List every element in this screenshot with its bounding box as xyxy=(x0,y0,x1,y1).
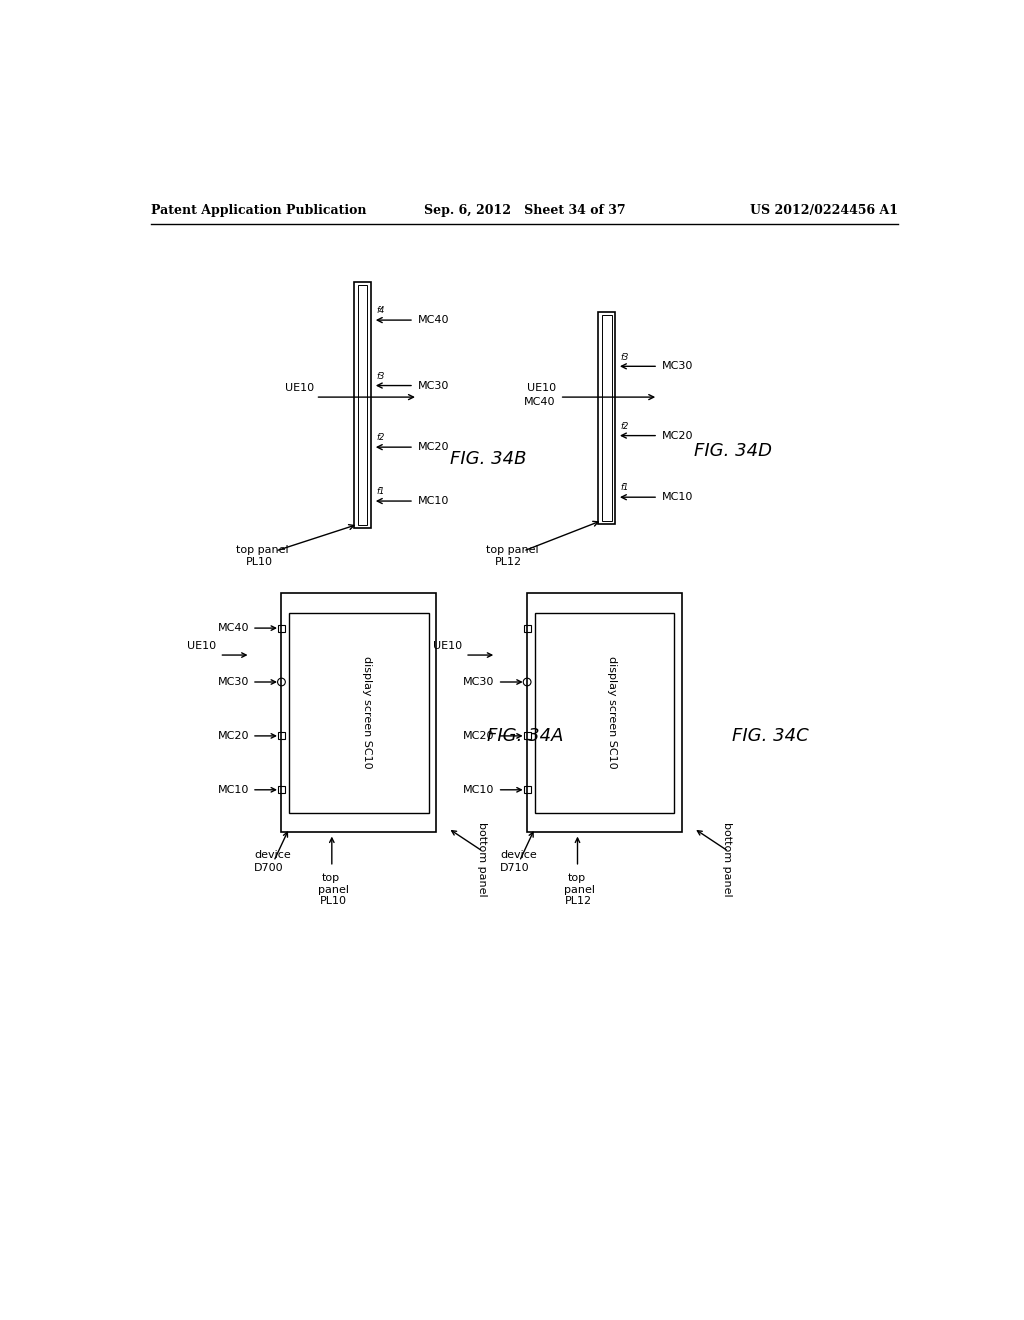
Text: MC30: MC30 xyxy=(217,677,249,686)
Text: PL12: PL12 xyxy=(565,896,592,907)
Text: top: top xyxy=(322,874,340,883)
Bar xyxy=(523,733,530,739)
Text: PL10: PL10 xyxy=(246,557,272,566)
Text: f3: f3 xyxy=(376,372,384,380)
Text: MC10: MC10 xyxy=(217,785,249,795)
Text: panel: panel xyxy=(317,884,349,895)
Text: bottom panel: bottom panel xyxy=(477,822,486,896)
Text: Patent Application Publication: Patent Application Publication xyxy=(152,205,367,218)
Text: f3: f3 xyxy=(621,352,629,362)
Text: device: device xyxy=(500,850,537,861)
Bar xyxy=(278,733,285,739)
Text: UE10: UE10 xyxy=(433,640,462,651)
Bar xyxy=(602,315,611,521)
Text: FIG. 34C: FIG. 34C xyxy=(732,727,809,744)
Text: top: top xyxy=(567,874,586,883)
Text: MC30: MC30 xyxy=(418,380,450,391)
Text: f1: f1 xyxy=(376,487,384,496)
Text: f2: f2 xyxy=(376,433,384,442)
Text: display screen SC10: display screen SC10 xyxy=(361,656,372,770)
Bar xyxy=(289,612,429,813)
Text: f2: f2 xyxy=(621,422,629,430)
Text: D710: D710 xyxy=(500,862,529,873)
Text: MC30: MC30 xyxy=(463,677,495,686)
Text: FIG. 34A: FIG. 34A xyxy=(486,727,563,744)
Text: D700: D700 xyxy=(254,862,284,873)
Text: f4: f4 xyxy=(376,306,384,315)
Text: MC20: MC20 xyxy=(418,442,450,453)
Text: US 2012/0224456 A1: US 2012/0224456 A1 xyxy=(751,205,898,218)
Text: bottom panel: bottom panel xyxy=(722,822,732,896)
Bar xyxy=(354,281,372,528)
Text: FIG. 34D: FIG. 34D xyxy=(693,442,772,459)
Text: top panel: top panel xyxy=(237,545,289,554)
Bar xyxy=(278,787,285,793)
Text: MC10: MC10 xyxy=(662,492,693,502)
Bar xyxy=(527,594,682,832)
Text: PL12: PL12 xyxy=(496,557,522,566)
Text: MC40: MC40 xyxy=(217,623,249,634)
Bar xyxy=(523,624,530,631)
Text: MC20: MC20 xyxy=(662,430,693,441)
Bar xyxy=(523,787,530,793)
Text: Sep. 6, 2012   Sheet 34 of 37: Sep. 6, 2012 Sheet 34 of 37 xyxy=(424,205,626,218)
Text: top panel: top panel xyxy=(486,545,539,554)
Text: FIG. 34B: FIG. 34B xyxy=(450,450,526,467)
Text: MC40: MC40 xyxy=(418,315,450,325)
Text: MC20: MC20 xyxy=(217,731,249,741)
Text: MC20: MC20 xyxy=(463,731,495,741)
Text: MC40: MC40 xyxy=(524,397,556,407)
Text: UE10: UE10 xyxy=(526,383,556,393)
Bar xyxy=(282,594,436,832)
Bar xyxy=(535,612,675,813)
Text: display screen SC10: display screen SC10 xyxy=(607,656,617,770)
Text: device: device xyxy=(254,850,291,861)
Bar xyxy=(598,313,615,524)
Text: UE10: UE10 xyxy=(285,383,314,393)
Bar xyxy=(358,285,368,525)
Text: panel: panel xyxy=(563,884,595,895)
Text: MC10: MC10 xyxy=(418,496,450,506)
Text: MC10: MC10 xyxy=(463,785,495,795)
Text: MC30: MC30 xyxy=(662,362,693,371)
Text: UE10: UE10 xyxy=(187,640,216,651)
Bar xyxy=(278,624,285,631)
Text: f1: f1 xyxy=(621,483,629,492)
Text: PL10: PL10 xyxy=(319,896,346,907)
